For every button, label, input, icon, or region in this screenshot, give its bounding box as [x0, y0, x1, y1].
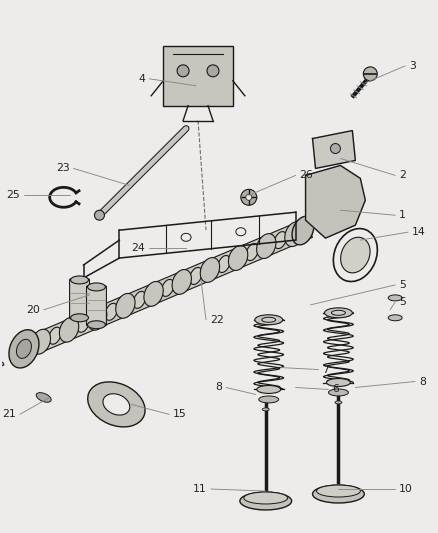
Text: 23: 23 [56, 164, 70, 173]
Text: 8: 8 [419, 376, 426, 386]
Ellipse shape [0, 361, 4, 366]
Ellipse shape [285, 222, 304, 247]
Circle shape [207, 65, 219, 77]
Text: 6: 6 [332, 384, 339, 394]
Ellipse shape [259, 396, 279, 403]
Ellipse shape [116, 293, 135, 318]
Text: 24: 24 [131, 243, 145, 253]
Ellipse shape [326, 378, 350, 386]
Ellipse shape [255, 315, 283, 325]
Text: 10: 10 [399, 484, 413, 494]
Ellipse shape [60, 317, 79, 342]
Ellipse shape [49, 327, 61, 344]
Ellipse shape [240, 492, 292, 510]
Circle shape [177, 65, 189, 77]
Ellipse shape [325, 308, 352, 318]
Ellipse shape [257, 233, 276, 259]
Text: 3: 3 [409, 61, 416, 71]
Ellipse shape [144, 281, 163, 306]
Circle shape [95, 210, 104, 220]
Text: 20: 20 [26, 305, 40, 315]
Polygon shape [313, 131, 355, 168]
Text: 4: 4 [138, 74, 145, 84]
Circle shape [246, 195, 252, 200]
Ellipse shape [262, 317, 276, 322]
Text: 5: 5 [399, 280, 406, 290]
Ellipse shape [262, 408, 269, 411]
Polygon shape [23, 219, 312, 357]
Text: 5: 5 [399, 297, 406, 307]
FancyBboxPatch shape [70, 279, 89, 319]
Ellipse shape [88, 382, 145, 427]
Text: 14: 14 [412, 227, 426, 237]
Ellipse shape [77, 315, 89, 332]
Ellipse shape [317, 485, 360, 497]
Ellipse shape [236, 228, 246, 236]
Ellipse shape [244, 492, 288, 504]
Ellipse shape [200, 257, 219, 282]
Text: 21: 21 [2, 409, 16, 419]
Text: 22: 22 [210, 315, 224, 325]
Ellipse shape [292, 216, 314, 245]
Ellipse shape [257, 385, 281, 393]
Ellipse shape [328, 389, 348, 396]
Ellipse shape [218, 255, 230, 272]
Text: 7: 7 [322, 365, 329, 375]
Circle shape [330, 143, 340, 154]
Ellipse shape [71, 314, 88, 322]
Ellipse shape [31, 329, 50, 354]
Ellipse shape [332, 310, 346, 316]
Text: 15: 15 [173, 409, 187, 419]
Ellipse shape [88, 305, 107, 330]
Ellipse shape [190, 268, 202, 285]
Ellipse shape [9, 330, 39, 368]
Ellipse shape [88, 321, 106, 329]
Ellipse shape [313, 485, 364, 503]
FancyBboxPatch shape [87, 286, 106, 326]
Ellipse shape [133, 292, 145, 309]
Text: 8: 8 [215, 383, 222, 392]
Ellipse shape [388, 315, 402, 321]
Circle shape [364, 67, 377, 81]
Ellipse shape [341, 237, 370, 273]
Ellipse shape [335, 401, 342, 404]
Ellipse shape [181, 233, 191, 241]
Ellipse shape [246, 244, 258, 261]
Ellipse shape [388, 295, 402, 301]
Ellipse shape [105, 303, 117, 320]
Polygon shape [163, 46, 233, 106]
Ellipse shape [229, 246, 248, 270]
Text: 11: 11 [193, 484, 207, 494]
Ellipse shape [172, 270, 191, 294]
Text: 1: 1 [399, 210, 406, 220]
Ellipse shape [36, 393, 51, 402]
Text: 2: 2 [399, 171, 406, 180]
Text: 25: 25 [6, 190, 20, 200]
Text: 26: 26 [300, 171, 313, 180]
Ellipse shape [88, 283, 106, 291]
Circle shape [241, 189, 257, 205]
Ellipse shape [103, 394, 130, 415]
Ellipse shape [71, 276, 88, 284]
Ellipse shape [162, 279, 174, 296]
Ellipse shape [274, 232, 286, 248]
Polygon shape [306, 165, 365, 238]
Ellipse shape [17, 340, 32, 358]
